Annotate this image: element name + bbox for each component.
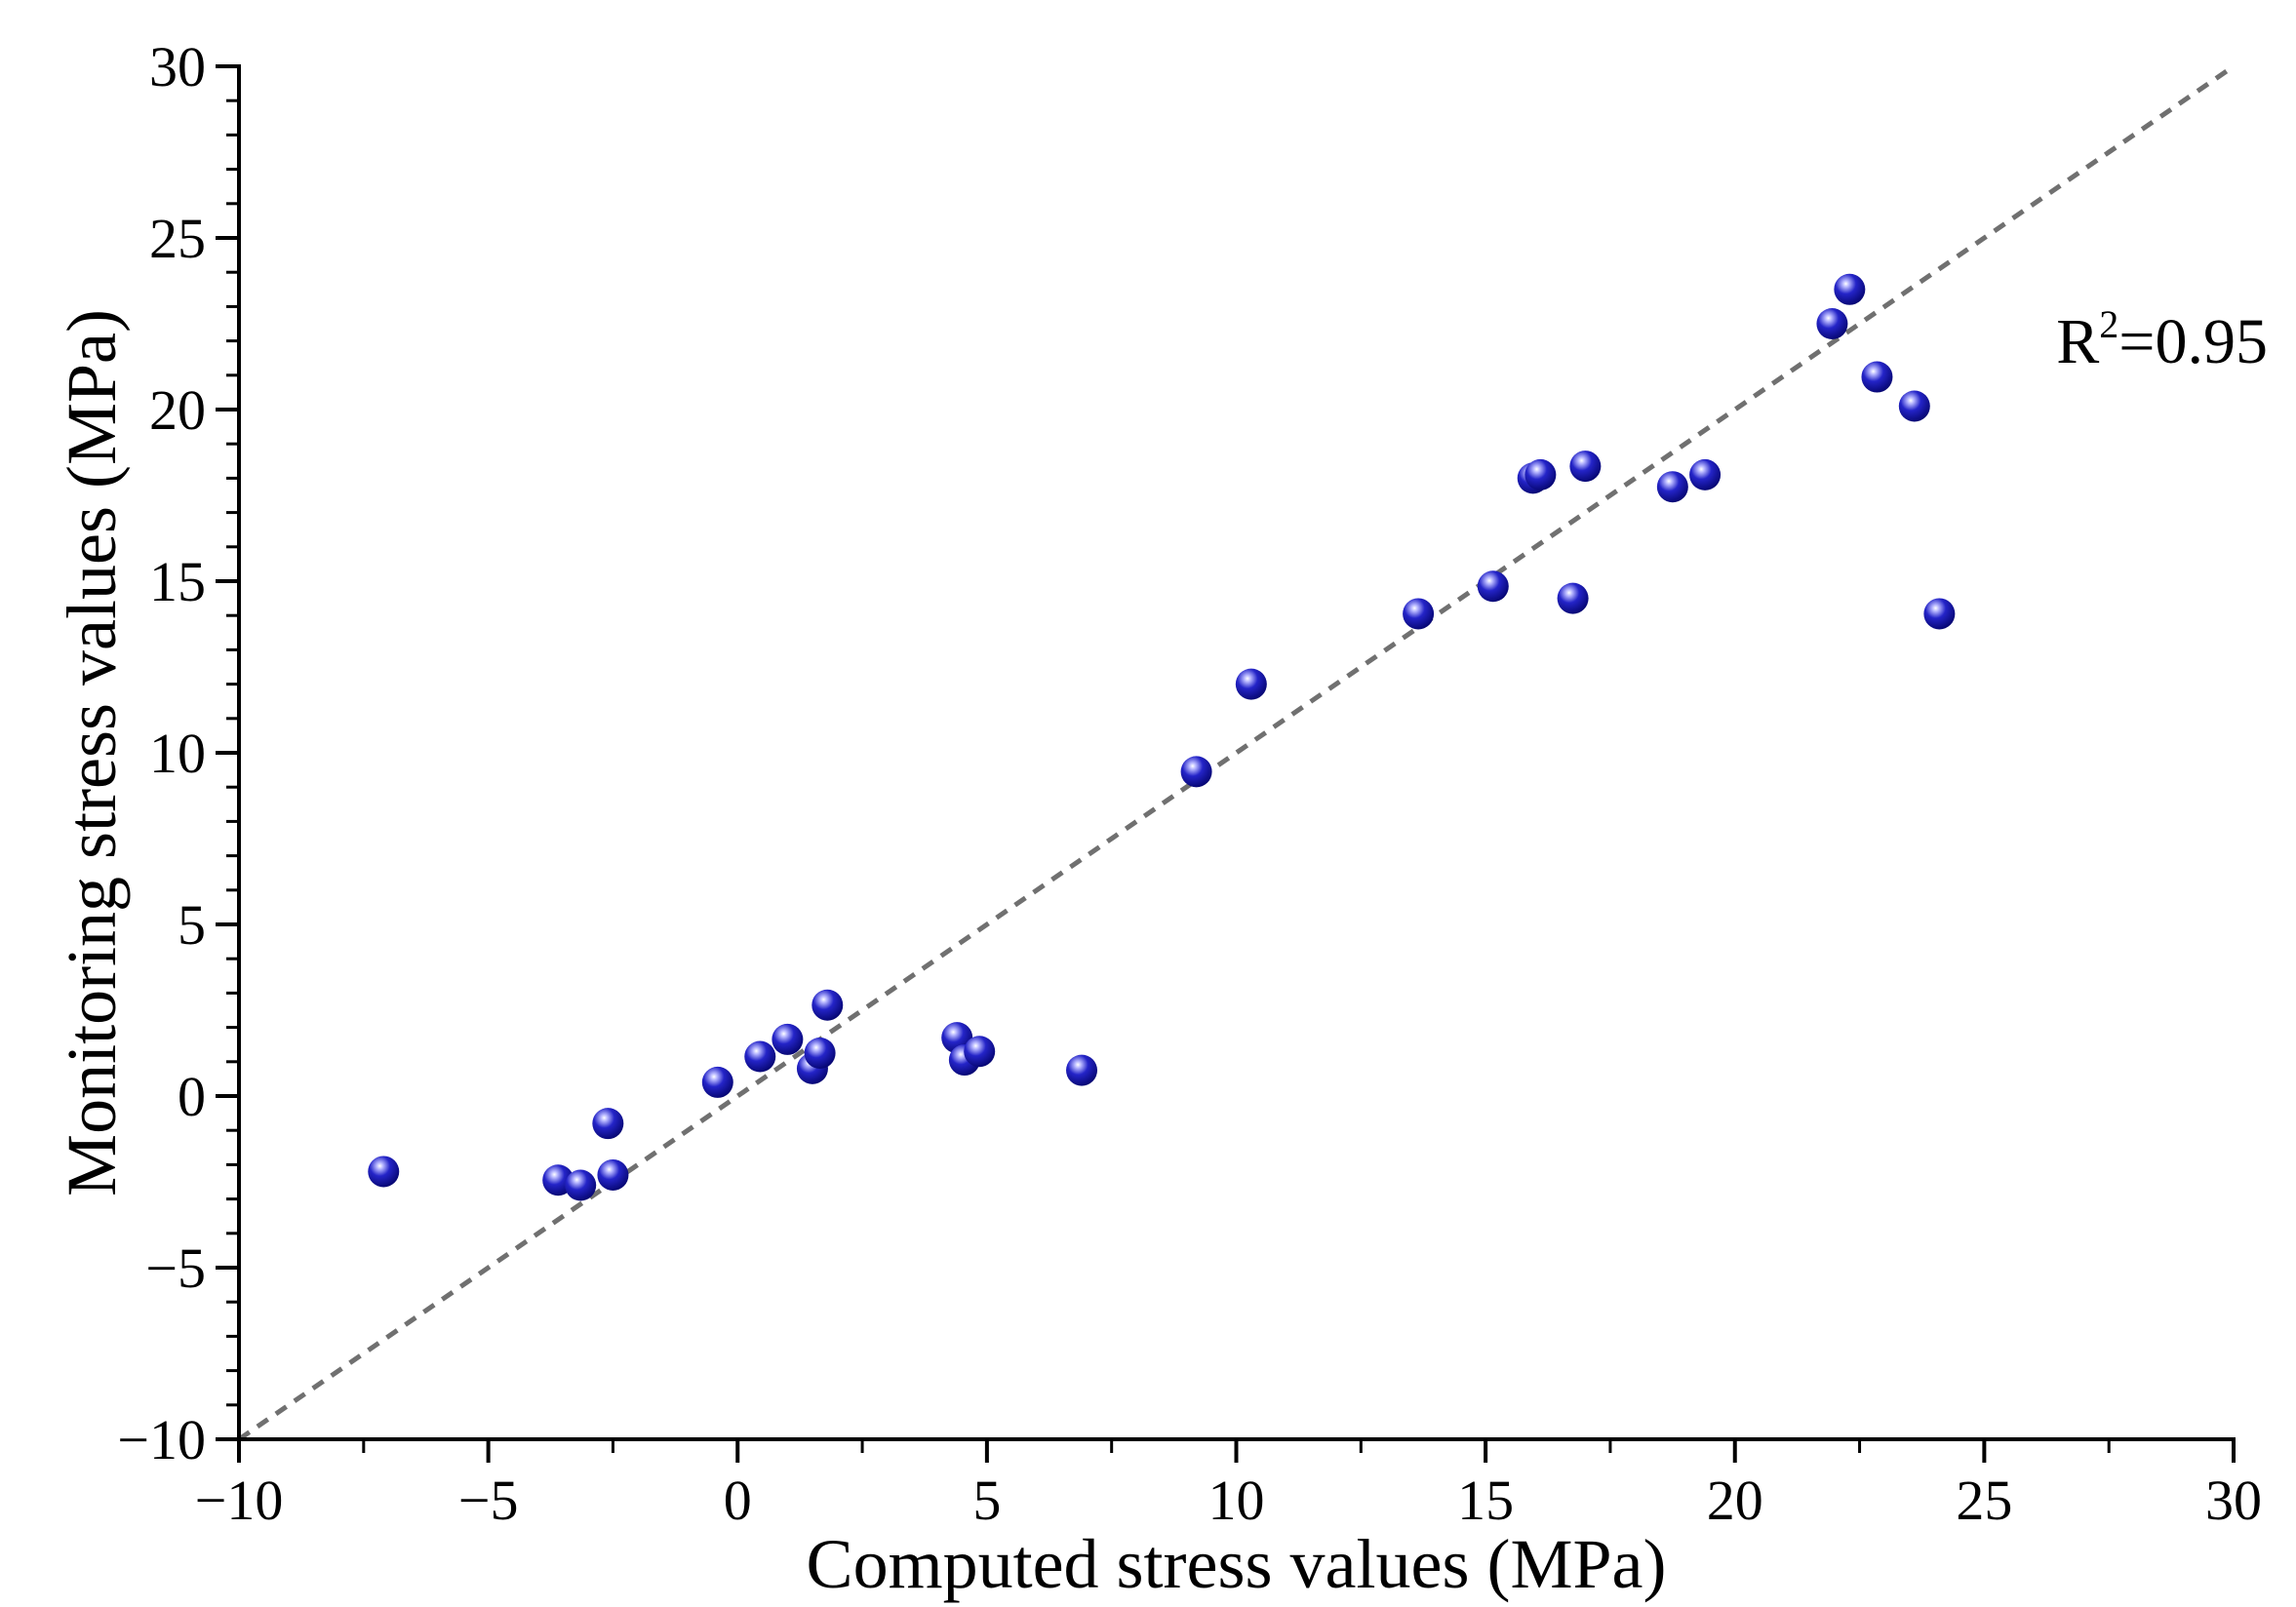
data-point [1066, 1054, 1098, 1086]
y-axis-title: Monitoring stress values (MPa) [53, 309, 131, 1196]
data-point [744, 1040, 776, 1073]
data-point [1477, 570, 1509, 603]
y-tick-label: 10 [149, 722, 206, 785]
x-tick-label: 10 [1208, 1469, 1265, 1532]
data-point [565, 1169, 597, 1201]
data-point [804, 1038, 836, 1069]
x-tick-label: −5 [458, 1469, 519, 1532]
x-tick-label: 0 [724, 1469, 752, 1532]
data-point [368, 1156, 400, 1188]
data-point [1689, 458, 1722, 490]
data-point [701, 1066, 733, 1098]
r-squared-annotation: R2=0.95 [2056, 302, 2268, 377]
data-point [1524, 458, 1557, 490]
y-tick-label: 15 [149, 550, 206, 613]
data-point [1656, 471, 1688, 503]
y-tick-label: 20 [149, 378, 206, 442]
data-point [1923, 598, 1956, 630]
y-tick-label: 0 [178, 1065, 206, 1128]
x-tick-label: 30 [2205, 1469, 2262, 1532]
x-tick-label: 15 [1457, 1469, 1514, 1532]
data-points [368, 273, 1956, 1201]
data-point [1816, 308, 1848, 339]
y-tick-label: 30 [149, 35, 206, 98]
y-tick-label: 25 [149, 207, 206, 270]
reference-line [237, 63, 2236, 1442]
data-point [772, 1023, 804, 1055]
data-point [1235, 668, 1267, 700]
data-point [1180, 756, 1212, 788]
y-tick-label: −10 [117, 1408, 206, 1471]
y-tick-label: 5 [178, 893, 206, 957]
data-point [597, 1158, 629, 1191]
data-point [1861, 361, 1893, 393]
data-point [1557, 582, 1589, 614]
x-tick-label: 5 [972, 1469, 1001, 1532]
data-point [1569, 451, 1602, 483]
data-point [964, 1036, 996, 1068]
axes: −10 −5 0 5 10 15 20 25 30 −10 −5 0 5 10 15 20 25 30 [117, 35, 2262, 1532]
x-tick-label: 25 [1956, 1469, 2012, 1532]
x-tick-label: 20 [1707, 1469, 1763, 1532]
data-point [812, 989, 844, 1021]
r-squared-value: =0.95 [2118, 306, 2268, 377]
data-point [1898, 390, 1930, 422]
x-axis-title: Computed stress values (MPa) [807, 1525, 1667, 1603]
data-point [1403, 598, 1435, 630]
r-squared-base: R [2056, 306, 2099, 377]
reference-line-layer [237, 63, 2236, 1442]
data-point [1834, 273, 1866, 305]
y-tick-label: −5 [145, 1236, 206, 1300]
x-tick-label: −10 [195, 1469, 284, 1532]
data-point [592, 1108, 624, 1140]
r-squared-superscript: 2 [2099, 302, 2118, 346]
